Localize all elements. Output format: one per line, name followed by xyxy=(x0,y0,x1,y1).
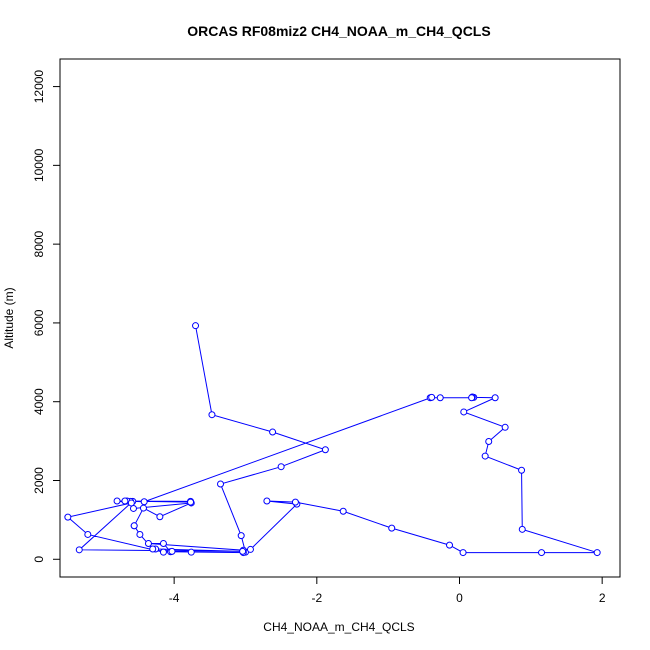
data-point xyxy=(246,545,254,553)
data-point xyxy=(291,498,299,506)
data-point xyxy=(159,548,167,556)
data-point xyxy=(518,525,526,533)
data-point xyxy=(593,549,601,557)
data-point xyxy=(75,546,83,554)
data-point xyxy=(168,547,176,555)
data-point xyxy=(217,480,225,488)
data-point xyxy=(140,498,148,506)
data-point xyxy=(139,504,147,512)
data-point xyxy=(518,466,526,474)
y-axis: 0 2000 4000 6000 8000 10000 12000 xyxy=(32,70,61,563)
data-point xyxy=(263,497,271,505)
x-tick-label: -4 xyxy=(169,591,180,605)
data-point xyxy=(130,522,138,530)
data-point xyxy=(127,499,135,507)
chart-title: ORCAS RF08miz2 CH4_NOAA_m_CH4_QCLS xyxy=(187,23,490,39)
data-point xyxy=(460,408,468,416)
y-tick-label: 8000 xyxy=(32,230,46,257)
data-point xyxy=(436,394,444,402)
x-axis: -4 -2 0 2 xyxy=(169,576,606,605)
y-tick-label: 12000 xyxy=(32,70,46,104)
data-point xyxy=(538,549,546,557)
data-point xyxy=(187,498,195,506)
x-tick-label: 2 xyxy=(599,591,606,605)
data-point xyxy=(321,446,329,454)
data-point xyxy=(339,507,347,515)
y-tick-label: 4000 xyxy=(32,388,46,415)
x-axis-label: CH4_NOAA_m_CH4_QCLS xyxy=(263,620,414,634)
data-point xyxy=(501,423,509,431)
y-tick-label: 0 xyxy=(32,556,46,563)
data-point xyxy=(149,545,157,553)
data-point xyxy=(156,513,164,521)
series-line xyxy=(66,325,598,554)
data-point xyxy=(428,393,436,401)
data-point xyxy=(468,394,476,402)
data-point xyxy=(237,532,245,540)
data-point xyxy=(84,530,92,538)
x-tick-label: 0 xyxy=(456,591,463,605)
data-point xyxy=(187,548,195,556)
data-point xyxy=(269,428,277,436)
data-point xyxy=(144,540,152,548)
data-point xyxy=(64,513,72,521)
y-tick-label: 6000 xyxy=(32,309,46,336)
y-axis-label: Altitude (m) xyxy=(2,287,16,348)
y-tick-label: 2000 xyxy=(32,467,46,494)
data-point xyxy=(459,549,467,557)
series-layer xyxy=(64,322,601,557)
data-point xyxy=(136,530,144,538)
data-point xyxy=(277,463,285,471)
y-tick-label: 10000 xyxy=(32,148,46,182)
data-point xyxy=(446,541,454,549)
data-point xyxy=(239,547,247,555)
data-point xyxy=(485,437,493,445)
data-point xyxy=(121,497,129,505)
data-point xyxy=(159,540,167,548)
data-point xyxy=(491,394,499,402)
data-point xyxy=(113,497,121,505)
data-point xyxy=(208,411,216,419)
data-point xyxy=(481,452,489,460)
x-tick-label: -2 xyxy=(311,591,322,605)
data-point xyxy=(192,322,200,330)
data-point xyxy=(388,524,396,532)
